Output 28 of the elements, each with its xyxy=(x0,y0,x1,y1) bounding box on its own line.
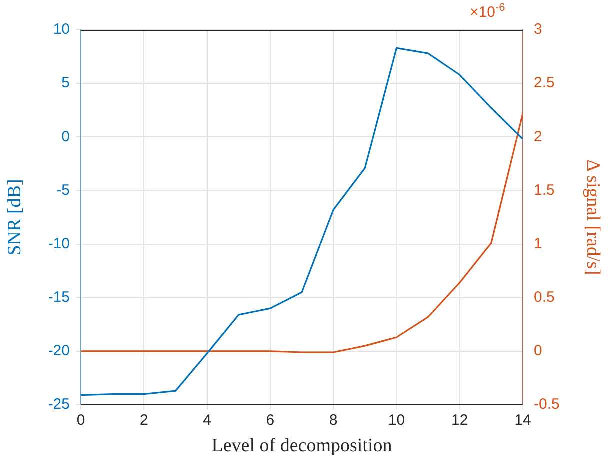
x-tick-label: 4 xyxy=(203,412,212,430)
y-tick-label: -15 xyxy=(48,289,70,306)
y2-tick-label: 0 xyxy=(534,342,542,360)
x-tick-label: 0 xyxy=(76,412,86,430)
y2-tick-label: 1 xyxy=(534,235,542,252)
y-tick-label: -5 xyxy=(56,182,70,199)
y2-tick-label: 0.5 xyxy=(534,289,555,306)
y2-tick-label: 3 xyxy=(534,21,542,38)
y2-axis-title: Δ signal [rad/s] xyxy=(582,160,604,276)
x-tick-label: 6 xyxy=(266,412,275,430)
y-tick-label: -10 xyxy=(48,235,70,252)
x-tick-label: 2 xyxy=(140,412,148,430)
y2-tick-label: 2.5 xyxy=(534,74,555,92)
y-tick-label: 5 xyxy=(62,74,70,92)
x-tick-label: 8 xyxy=(329,412,338,430)
y2-tick-label: 2 xyxy=(534,128,542,146)
y-tick-label: 0 xyxy=(62,128,70,146)
x-axis-title: Level of decomposition xyxy=(212,436,393,457)
x-tick-label: 12 xyxy=(452,412,468,430)
x-tick-label: 14 xyxy=(514,412,532,430)
text: ×10$^{-6}$ xyxy=(470,2,506,21)
y-tick-label: 10 xyxy=(53,21,70,38)
y2-tick-label: 1.5 xyxy=(534,182,555,199)
y2-tick-label: -0.5 xyxy=(534,396,560,414)
y-tick-label: -25 xyxy=(48,396,70,414)
y-tick-label: -20 xyxy=(48,342,70,360)
x-tick-label: 10 xyxy=(388,412,406,430)
y-axis-title: SNR [dB] xyxy=(4,179,26,256)
